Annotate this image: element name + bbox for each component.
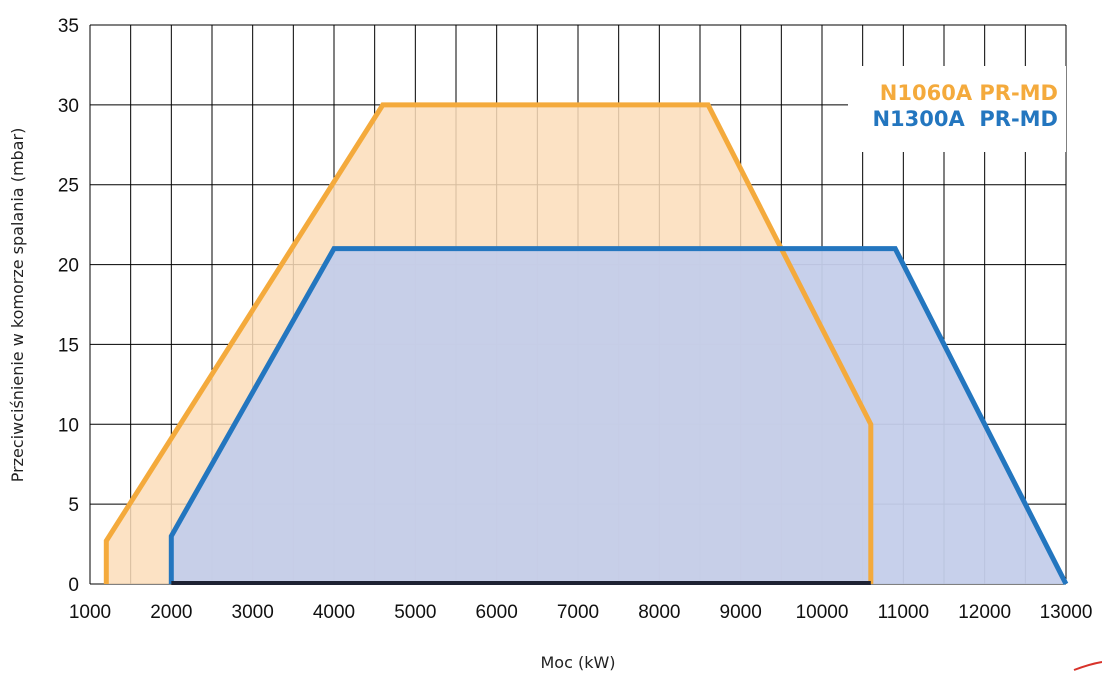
x-tick-label: 10000	[796, 602, 849, 623]
y-tick-label: 25	[58, 176, 79, 197]
legend-background	[848, 66, 1066, 152]
plot-areas	[103, 102, 1069, 586]
y-tick-label: 5	[68, 495, 79, 516]
legend-entry-n1300a: N1300A PR-MD	[872, 107, 1058, 131]
x-axis-title: Moc (kW)	[540, 653, 615, 672]
y-tick-label: 15	[58, 335, 79, 356]
x-tick-label: 13000	[1040, 602, 1093, 623]
y-axis-title: Przeciwciśnienie w komorze spalania (mba…	[8, 128, 27, 483]
x-tick-label: 3000	[232, 602, 274, 623]
x-tick-label: 6000	[476, 602, 518, 623]
series-outline-0	[103, 102, 874, 584]
y-tick-label: 20	[58, 256, 79, 277]
y-tick-label: 0	[68, 575, 79, 596]
series-area-1	[171, 248, 1067, 584]
corner-swoosh-decoration	[1073, 661, 1102, 671]
legend-entry-n1060a: N1060A PR-MD	[880, 81, 1058, 105]
x-tick-label: 4000	[313, 602, 355, 623]
x-tick-label: 9000	[720, 602, 762, 623]
x-tick-label: 11000	[878, 602, 929, 623]
x-tick-label: 12000	[958, 602, 1011, 623]
y-tick-label: 10	[58, 415, 79, 436]
x-tick-label: 7000	[557, 602, 599, 623]
x-tick-label: 2000	[150, 602, 192, 623]
tick-labels: 1000 2000 3000 4000 5000 6000 7000 8000 9000 1000…	[58, 16, 1093, 623]
x-tick-label: 8000	[638, 602, 680, 623]
x-tick-label: 5000	[394, 602, 436, 623]
y-tick-label: 30	[58, 96, 79, 117]
y-tick-label: 35	[58, 16, 79, 37]
series-outline-1	[168, 246, 1069, 586]
x-tick-label: 1000	[69, 602, 111, 623]
